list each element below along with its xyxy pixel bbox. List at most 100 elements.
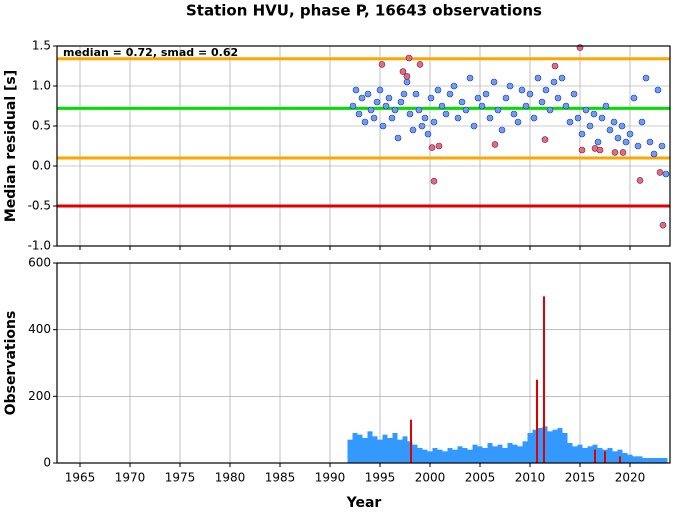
bar <box>627 454 633 463</box>
x-tick-label: 1985 <box>265 471 296 485</box>
plot-frame <box>56 45 671 247</box>
point <box>562 102 570 110</box>
point <box>610 118 618 126</box>
bar <box>582 448 588 463</box>
x-tick-label: 1995 <box>365 471 396 485</box>
x-tick-label: 1990 <box>315 471 346 485</box>
point <box>370 114 378 122</box>
point <box>403 78 411 86</box>
bar <box>522 441 528 463</box>
point <box>551 62 559 70</box>
x-tick-label: 2005 <box>465 471 496 485</box>
point <box>388 114 396 122</box>
x-tick-label: 1970 <box>115 471 146 485</box>
bar <box>392 433 398 463</box>
point <box>470 122 478 130</box>
point <box>466 74 474 82</box>
point <box>400 90 408 98</box>
point <box>498 126 506 134</box>
point <box>416 61 424 68</box>
point <box>491 141 499 148</box>
bar <box>532 429 538 463</box>
point <box>538 98 546 106</box>
point <box>405 54 413 62</box>
bar <box>604 451 606 463</box>
bar <box>502 448 508 463</box>
point <box>578 130 586 138</box>
bar <box>412 444 418 463</box>
bar <box>387 438 393 463</box>
bar <box>527 433 533 463</box>
bar <box>367 431 373 463</box>
point <box>454 114 462 122</box>
point <box>415 106 423 114</box>
bar <box>427 451 433 463</box>
bar <box>536 379 538 463</box>
y-tick-label: 0 <box>43 456 51 470</box>
x-tick-label: 1980 <box>215 471 246 485</box>
point <box>582 106 590 114</box>
point <box>379 122 387 130</box>
point <box>482 90 490 98</box>
point <box>367 106 375 114</box>
bar <box>662 458 668 463</box>
point <box>391 106 399 114</box>
point <box>526 90 534 98</box>
point <box>642 74 650 82</box>
y-tick-label: 1.5 <box>32 39 51 53</box>
point <box>355 110 363 118</box>
bar <box>362 438 368 463</box>
bar <box>587 446 593 463</box>
y-tick-label: -0.5 <box>28 199 51 213</box>
bar <box>347 439 353 463</box>
point <box>502 94 510 102</box>
bar <box>647 458 653 463</box>
point <box>546 106 554 114</box>
bar <box>352 433 358 463</box>
bar <box>562 433 568 463</box>
point <box>541 136 549 143</box>
bar <box>422 449 428 463</box>
bar <box>442 451 448 463</box>
point <box>406 110 414 118</box>
point <box>598 114 606 122</box>
x-axis-title: Year <box>346 495 382 511</box>
bar <box>512 444 518 463</box>
y-tick-label: 600 <box>28 256 51 270</box>
bar <box>417 448 423 463</box>
bar <box>472 444 478 463</box>
point <box>656 169 664 176</box>
point <box>570 90 578 98</box>
y-tick-label: 200 <box>28 389 51 403</box>
point <box>421 114 429 122</box>
point <box>385 94 393 102</box>
point <box>658 142 666 150</box>
point <box>424 130 432 138</box>
bar <box>357 434 363 463</box>
point <box>518 86 526 94</box>
point <box>486 114 494 122</box>
x-tick-label: 2015 <box>565 471 596 485</box>
plot-frame <box>56 262 671 464</box>
bar <box>607 448 613 463</box>
point <box>403 73 411 80</box>
point <box>618 122 626 130</box>
bar <box>597 448 603 463</box>
bar <box>377 439 383 463</box>
x-tick-label: 2010 <box>515 471 546 485</box>
point <box>478 102 486 110</box>
y-axis-title: Observations <box>3 311 19 416</box>
point <box>522 102 530 110</box>
point <box>427 94 435 102</box>
point <box>542 86 550 94</box>
bar <box>372 436 378 463</box>
y-tick-label: 1.0 <box>32 79 51 93</box>
point <box>506 82 514 90</box>
point <box>412 90 420 98</box>
bar <box>402 436 408 463</box>
point <box>418 122 426 130</box>
bar <box>457 446 463 463</box>
point <box>594 138 602 146</box>
y-tick-label: 400 <box>28 322 51 336</box>
